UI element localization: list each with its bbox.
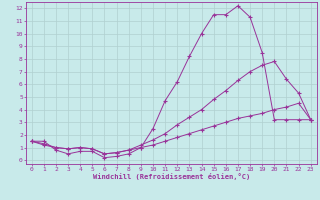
X-axis label: Windchill (Refroidissement éolien,°C): Windchill (Refroidissement éolien,°C) xyxy=(92,173,250,180)
